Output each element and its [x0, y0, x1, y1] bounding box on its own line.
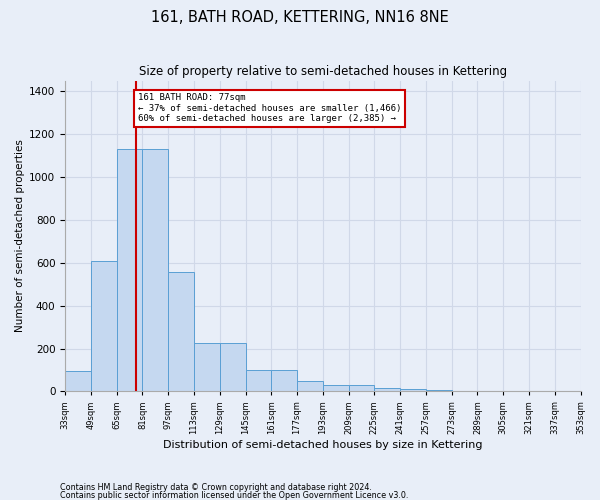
- Bar: [65, 371, 91, 392]
- Y-axis label: Number of semi-detached properties: Number of semi-detached properties: [15, 140, 25, 332]
- Bar: [297, 382, 323, 392]
- X-axis label: Distribution of semi-detached houses by size in Kettering: Distribution of semi-detached houses by …: [163, 440, 482, 450]
- Bar: [194, 343, 220, 392]
- Bar: [142, 149, 168, 392]
- Bar: [271, 370, 297, 392]
- Bar: [245, 370, 271, 392]
- Text: Contains public sector information licensed under the Open Government Licence v3: Contains public sector information licen…: [60, 490, 409, 500]
- Bar: [323, 385, 349, 392]
- Bar: [426, 390, 452, 392]
- Text: Contains HM Land Registry data © Crown copyright and database right 2024.: Contains HM Land Registry data © Crown c…: [60, 484, 372, 492]
- Text: 161, BATH ROAD, KETTERING, NN16 8NE: 161, BATH ROAD, KETTERING, NN16 8NE: [151, 10, 449, 25]
- Title: Size of property relative to semi-detached houses in Kettering: Size of property relative to semi-detach…: [139, 65, 507, 78]
- Bar: [168, 272, 194, 392]
- Bar: [400, 390, 426, 392]
- Bar: [349, 385, 374, 392]
- Text: 161 BATH ROAD: 77sqm
← 37% of semi-detached houses are smaller (1,466)
60% of se: 161 BATH ROAD: 77sqm ← 37% of semi-detac…: [137, 94, 401, 123]
- Bar: [220, 343, 245, 392]
- Bar: [91, 260, 116, 392]
- Bar: [116, 149, 142, 392]
- Bar: [374, 388, 400, 392]
